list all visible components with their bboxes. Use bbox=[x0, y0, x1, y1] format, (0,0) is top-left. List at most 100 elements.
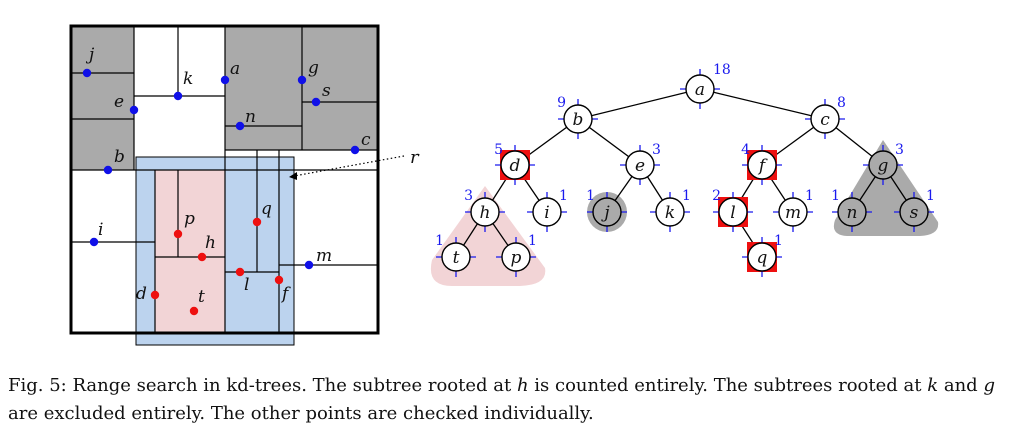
tree-node-m: m1 bbox=[773, 188, 814, 232]
point-label-s: s bbox=[322, 81, 331, 101]
point-a bbox=[220, 75, 230, 85]
point-e bbox=[129, 105, 139, 115]
point-f bbox=[274, 275, 284, 285]
node-label: t bbox=[453, 248, 460, 268]
node-circle bbox=[837, 197, 867, 227]
node-label: k bbox=[665, 203, 675, 223]
excluded-region bbox=[71, 26, 134, 170]
point-label-b: b bbox=[114, 147, 125, 167]
node-circle bbox=[899, 197, 929, 227]
tree-node-j: j1 bbox=[586, 188, 627, 232]
range-pointer bbox=[293, 155, 405, 177]
point-label-e: e bbox=[114, 92, 124, 112]
tree-node-l: l2 bbox=[712, 188, 753, 232]
node-count: 1 bbox=[774, 233, 783, 249]
node-circle bbox=[778, 197, 808, 227]
node-circle bbox=[747, 150, 777, 180]
node-label: n bbox=[847, 203, 858, 223]
node-circle bbox=[747, 242, 777, 272]
node-label: l bbox=[730, 203, 735, 223]
tree-node-s: s1 bbox=[894, 188, 935, 232]
point-label-i: i bbox=[98, 220, 103, 240]
point-j bbox=[82, 68, 92, 78]
caption-mid1: is counted entirely. The subtrees rooted… bbox=[528, 375, 928, 396]
point-t bbox=[189, 306, 199, 316]
node-circle bbox=[500, 150, 530, 180]
node-label: q bbox=[757, 248, 768, 268]
node-circle bbox=[470, 197, 500, 227]
point-label-q: q bbox=[261, 199, 272, 219]
node-count: 8 bbox=[837, 95, 846, 111]
tree-node-f: f4 bbox=[741, 142, 782, 185]
node-label: g bbox=[878, 156, 889, 176]
node-label: b bbox=[573, 110, 584, 130]
point-label-c: c bbox=[361, 130, 371, 150]
node-count: 3 bbox=[464, 188, 473, 204]
node-count: 1 bbox=[559, 188, 568, 204]
node-count: 1 bbox=[435, 233, 444, 249]
point-label-d: d bbox=[136, 284, 147, 304]
point-k bbox=[173, 91, 183, 101]
node-label: c bbox=[820, 110, 830, 130]
node-label: e bbox=[635, 156, 645, 176]
node-count: 18 bbox=[713, 62, 731, 78]
point-i bbox=[89, 237, 99, 247]
point-label-p: p bbox=[184, 209, 195, 229]
point-d bbox=[150, 290, 160, 300]
range-label: r bbox=[410, 147, 420, 168]
node-count: 3 bbox=[652, 142, 661, 158]
point-p bbox=[173, 229, 183, 239]
node-count: 1 bbox=[682, 188, 691, 204]
node-count: 2 bbox=[712, 188, 721, 204]
point-g bbox=[297, 75, 307, 85]
node-label: m bbox=[785, 203, 801, 223]
caption-var-k: k bbox=[927, 375, 939, 396]
plane-subdivision: r j e k a gs n c b i p q h l d t f m bbox=[69, 24, 420, 346]
node-count: 3 bbox=[895, 142, 904, 158]
caption-prefix: Fig. 5: Range search in kd-trees. The su… bbox=[8, 375, 517, 396]
tree-node-q: q1 bbox=[742, 233, 783, 277]
tree-node-d: d5 bbox=[494, 142, 535, 185]
point-label-f: f bbox=[280, 284, 291, 304]
point-label-h: h bbox=[205, 233, 216, 253]
point-b bbox=[103, 165, 113, 175]
point-label-m: m bbox=[316, 246, 332, 266]
node-label: i bbox=[544, 203, 549, 223]
point-label-k: k bbox=[183, 69, 193, 89]
node-count: 1 bbox=[528, 233, 537, 249]
point-label-g: g bbox=[308, 58, 319, 78]
point-n bbox=[235, 121, 245, 131]
tree-node-n: n1 bbox=[831, 188, 872, 232]
point-s bbox=[311, 97, 321, 107]
point-label-l: l bbox=[244, 275, 249, 295]
node-count: 1 bbox=[586, 188, 595, 204]
point-label-n: n bbox=[245, 107, 256, 127]
node-label: p bbox=[511, 248, 522, 268]
tree-edge-a-b bbox=[577, 88, 701, 120]
node-count: 5 bbox=[494, 142, 503, 158]
node-count: 1 bbox=[926, 188, 935, 204]
tree-node-c: c8 bbox=[805, 95, 846, 139]
counted-region bbox=[155, 170, 225, 333]
bounding-box bbox=[69, 24, 380, 335]
caption-var-g: g bbox=[983, 375, 995, 396]
tree-edge-a-c bbox=[699, 88, 826, 120]
tree-node-h: h3 bbox=[464, 188, 505, 232]
point-q bbox=[252, 217, 262, 227]
node-circle bbox=[625, 150, 655, 180]
point-l bbox=[235, 267, 245, 277]
tree-node-e: e3 bbox=[620, 142, 661, 185]
tree-node-b: b9 bbox=[557, 95, 598, 139]
node-circle bbox=[592, 197, 622, 227]
node-label: f bbox=[757, 156, 768, 176]
node-label: h bbox=[480, 203, 491, 223]
tree-node-i: i1 bbox=[527, 188, 568, 232]
node-label: j bbox=[600, 203, 610, 223]
tree-node-p: p1 bbox=[496, 233, 537, 277]
node-circle bbox=[532, 197, 562, 227]
node-circle bbox=[685, 74, 715, 104]
node-count: 1 bbox=[831, 188, 840, 204]
tree-node-k: k1 bbox=[650, 188, 691, 232]
